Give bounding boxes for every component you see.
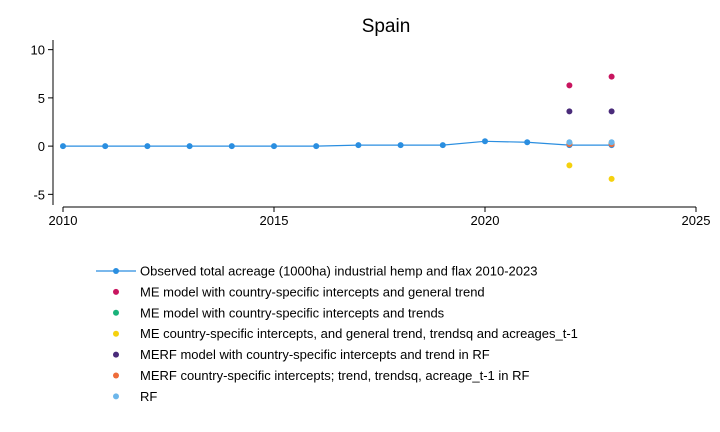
y-tick-label: 0 bbox=[38, 139, 45, 154]
data-point-series-0 bbox=[482, 138, 488, 145]
legend-marker bbox=[113, 309, 119, 316]
data-point-series-0 bbox=[271, 143, 277, 150]
legend-item: ME model with country-specific intercept… bbox=[113, 305, 445, 320]
chart-title: Spain bbox=[362, 16, 411, 37]
data-point-series-1 bbox=[608, 73, 615, 80]
legend-item: MERF model with country-specific interce… bbox=[113, 347, 490, 362]
data-point-series-0 bbox=[313, 143, 320, 150]
legend-label: Observed total acreage (1000ha) industri… bbox=[140, 264, 537, 279]
data-point-series-0 bbox=[355, 142, 362, 149]
legend-marker bbox=[113, 330, 119, 337]
data-point-series-1 bbox=[566, 82, 573, 89]
legend-marker bbox=[113, 351, 119, 358]
legend-item: RF bbox=[113, 389, 157, 404]
data-point-series-4 bbox=[566, 108, 573, 115]
legend-marker bbox=[113, 372, 119, 379]
legend-item: ME model with country-specific intercept… bbox=[113, 284, 485, 299]
data-point-series-0 bbox=[397, 142, 404, 149]
legend-label: RF bbox=[140, 389, 157, 404]
x-tick-label: 2025 bbox=[682, 213, 711, 228]
x-tick-label: 2015 bbox=[260, 213, 289, 228]
y-tick-label: 10 bbox=[31, 43, 45, 58]
data-point-series-0 bbox=[228, 143, 235, 150]
legend-label: MERF model with country-specific interce… bbox=[140, 347, 490, 362]
legend-label: MERF country-specific intercepts; trend,… bbox=[140, 368, 529, 383]
data-point-series-6 bbox=[608, 139, 615, 146]
data-point-series-0 bbox=[60, 143, 66, 150]
plot-area: -5 0 5 10 2010 2015 2020 2025 bbox=[31, 40, 711, 228]
data-point-series-0 bbox=[186, 143, 193, 150]
data-point-series-3 bbox=[566, 162, 573, 169]
y-tick-label: 5 bbox=[38, 91, 45, 106]
legend-label: ME model with country-specific intercept… bbox=[140, 305, 445, 320]
legend-marker bbox=[113, 288, 119, 295]
legend: Observed total acreage (1000ha) industri… bbox=[96, 264, 578, 404]
data-point-series-0 bbox=[439, 142, 446, 149]
legend-item: ME country-specific intercepts, and gene… bbox=[113, 326, 578, 341]
y-tick-label: -5 bbox=[33, 187, 45, 202]
data-point-series-0 bbox=[144, 143, 151, 150]
data-point-series-0 bbox=[102, 143, 109, 150]
x-tick-label: 2020 bbox=[471, 213, 500, 228]
legend-marker bbox=[113, 393, 119, 400]
x-tick-label: 2010 bbox=[49, 213, 78, 228]
legend-item: MERF country-specific intercepts; trend,… bbox=[113, 368, 529, 383]
series-line-observed bbox=[63, 140, 612, 147]
legend-label: ME country-specific intercepts, and gene… bbox=[140, 326, 578, 341]
data-point-series-0 bbox=[524, 139, 531, 146]
legend-label: ME model with country-specific intercept… bbox=[140, 284, 485, 299]
legend-marker bbox=[113, 268, 119, 274]
legend-item: Observed total acreage (1000ha) industri… bbox=[96, 264, 537, 279]
data-point-series-6 bbox=[566, 139, 573, 146]
data-point-series-4 bbox=[608, 108, 615, 115]
data-point-series-3 bbox=[608, 175, 615, 182]
